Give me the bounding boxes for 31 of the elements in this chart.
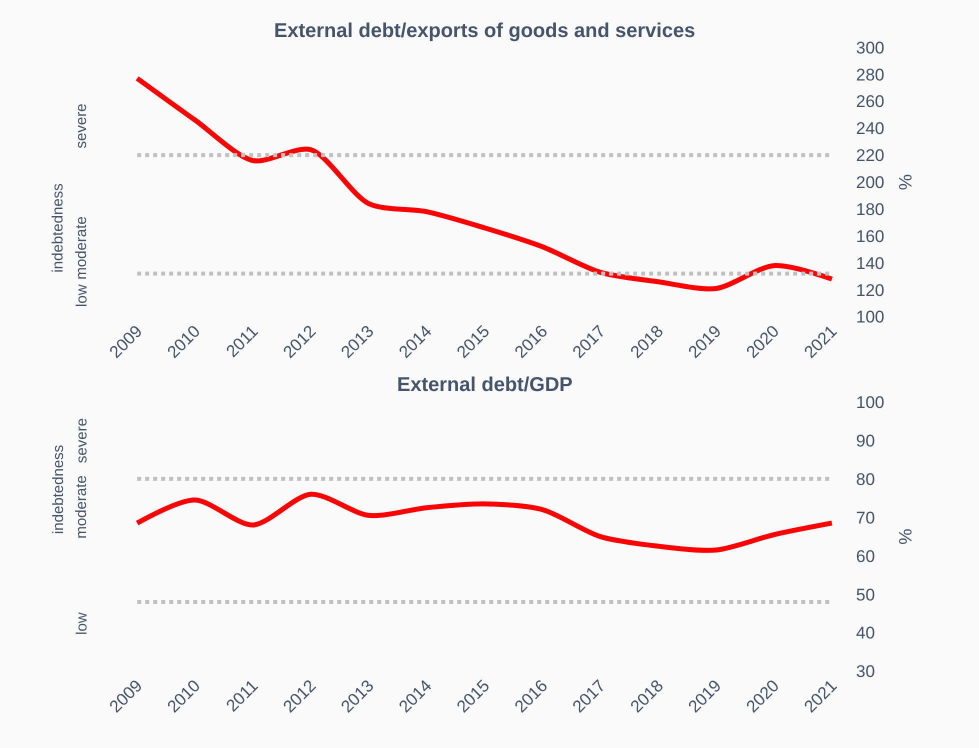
y2-tick-label: 300	[856, 38, 884, 58]
text: low	[74, 612, 91, 635]
y2-tick-label: 70	[856, 508, 875, 528]
text: indebtedness	[50, 444, 67, 534]
y2-tick-label: 160	[856, 226, 884, 246]
text: indebtedness	[49, 183, 66, 273]
y2-axis-title: %	[895, 174, 916, 190]
text: severe	[73, 103, 90, 148]
y2-tick-label: 120	[856, 280, 884, 300]
chart-title: External debt/exports of goods and services	[274, 20, 696, 42]
y2-tick-label: 30	[856, 662, 875, 682]
y2-tick-label: 40	[856, 624, 875, 643]
y2-axis-title: %	[895, 528, 916, 545]
y2-tick-label: 140	[856, 254, 884, 273]
text: moderate	[72, 216, 90, 280]
y2-tick-label: 50	[856, 585, 875, 604]
y2-tick-label: 240	[856, 119, 884, 138]
y2-tick-label: 200	[856, 173, 884, 192]
text: moderate	[72, 475, 90, 539]
y2-tick-label: 100	[856, 308, 884, 327]
chart-title: External debt/GDP	[397, 374, 573, 396]
y2-tick-label: 90	[856, 431, 875, 450]
y2-tick-label: 260	[856, 92, 884, 112]
y2-tick-label: 280	[856, 65, 884, 84]
text: low	[74, 284, 91, 307]
y2-tick-label: 180	[856, 200, 884, 219]
y2-tick-label: 80	[856, 470, 875, 489]
y2-tick-label: 100	[856, 392, 884, 412]
text: severe	[73, 418, 90, 464]
y2-tick-label: 60	[856, 546, 875, 566]
y2-tick-label: 220	[856, 146, 884, 166]
